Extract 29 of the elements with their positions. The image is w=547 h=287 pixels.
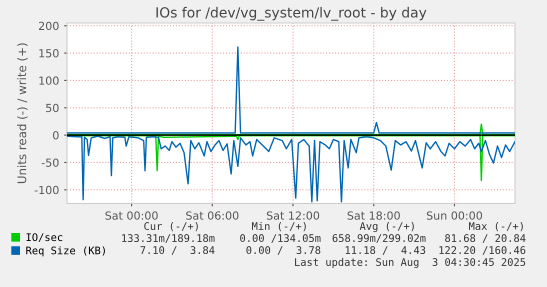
text: 658.99m/299.02m (332, 234, 426, 243)
y-tick-label: 150 (39, 49, 59, 58)
y-tick-label: -50 (42, 158, 59, 167)
y-tick-label: 100 (39, 76, 59, 85)
text: 0.00 /134.05m (240, 234, 321, 243)
text: Cur (-/+) (144, 222, 198, 232)
y-tick-label: -100 (34, 186, 59, 194)
text: 122.20 /160.46 (439, 246, 526, 255)
y-tick-label: 0 (53, 131, 59, 140)
text: Max (-/+) (468, 222, 523, 232)
x-tick-label: Sat 18:00 (348, 211, 400, 220)
y-axis-title: Units read (-) / write (+) (17, 43, 28, 184)
x-tick-label: Sat 00:00 (105, 211, 158, 220)
x-tick-label: Sun 00:00 (426, 211, 482, 220)
text: Min (-/+) (252, 222, 306, 232)
chart-title: IOs for /dev/vg_system/lv_root - by day (156, 6, 426, 21)
legend-label: Req Size (KB) (26, 246, 105, 256)
text: 11.18 / 4.43 (346, 246, 426, 255)
text: Avg (-/+) (360, 222, 414, 232)
y-tick-label: 50 (46, 104, 59, 112)
text: 7.10 / 3.84 (140, 246, 215, 255)
text: 0.00 / 3.78 (246, 246, 320, 255)
text: 133.31m/189.18m (122, 234, 215, 243)
text: Last update: Sun Aug 3 04:30:45 2025 (295, 258, 526, 268)
x-tick-label: Sat 12:00 (266, 211, 320, 220)
y-tick-label: 200 (38, 22, 59, 30)
text: 81.68 / 20.84 (445, 234, 526, 243)
legend-label: IO/sec (26, 233, 62, 242)
x-tick-label: Sat 06:00 (186, 211, 238, 220)
